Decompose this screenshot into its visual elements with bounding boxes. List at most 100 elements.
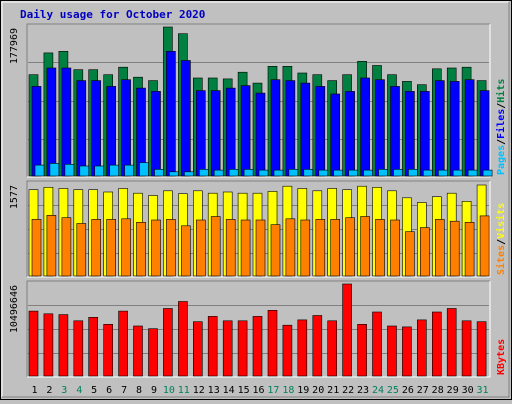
bar-files-day-3 xyxy=(61,67,72,177)
bar-sites-day-17 xyxy=(270,224,281,277)
legend-entry: / xyxy=(496,103,507,109)
bar-pages-day-5 xyxy=(94,165,104,177)
bar-kbytes-day-7 xyxy=(118,310,128,377)
bar-kbytes-day-20 xyxy=(312,315,323,377)
bar-pages-day-15 xyxy=(243,169,254,177)
bar-kbytes-day-16 xyxy=(252,316,263,377)
bar-kbytes-day-24 xyxy=(372,311,382,377)
bar-kbytes-day-8 xyxy=(133,325,143,377)
x-tick-label-day-19: 19 xyxy=(297,385,309,396)
bar-kbytes-day-25 xyxy=(387,325,397,377)
bar-files-day-1 xyxy=(31,86,42,177)
bar-files-day-22 xyxy=(345,91,355,177)
bar-files-day-17 xyxy=(270,79,281,177)
panel-visits-border-dark xyxy=(26,180,490,277)
x-tick-label-day-29: 29 xyxy=(447,385,459,396)
bar-sites-day-2 xyxy=(46,215,57,277)
bar-files-day-19 xyxy=(300,82,311,177)
bar-pages-day-25 xyxy=(393,169,403,177)
x-tick-label-day-9: 9 xyxy=(151,385,157,396)
bar-files-day-2 xyxy=(46,67,57,177)
bar-pages-day-24 xyxy=(378,169,388,177)
bar-files-day-24 xyxy=(375,79,385,177)
bar-files-day-21 xyxy=(330,93,341,177)
bar-pages-day-9 xyxy=(154,169,164,177)
bar-pages-day-18 xyxy=(288,169,299,177)
bar-sites-day-16 xyxy=(255,219,266,277)
legend-entry: Visits xyxy=(495,203,507,239)
frame-highlight xyxy=(1,1,509,397)
x-tick-label-day-13: 13 xyxy=(208,385,220,396)
bar-files-day-11 xyxy=(181,60,191,177)
x-tick-label-day-22: 22 xyxy=(342,385,354,396)
bar-kbytes-day-2 xyxy=(43,313,54,377)
bar-kbytes-day-11 xyxy=(178,301,188,377)
bar-kbytes-day-26 xyxy=(402,326,412,377)
bar-pages-day-26 xyxy=(408,169,418,177)
bar-pages-day-21 xyxy=(333,169,344,177)
bar-sites-day-3 xyxy=(61,217,72,277)
bar-sites-day-30 xyxy=(464,222,475,277)
bar-kbytes-day-19 xyxy=(297,319,308,377)
bar-pages-day-30 xyxy=(467,169,478,177)
bar-kbytes-day-31 xyxy=(476,321,487,377)
panel-kbytes-border-light xyxy=(27,281,491,378)
panel-hits-scale-label: 177969 xyxy=(9,28,20,64)
panel-kbytes-legend: KBytes xyxy=(496,339,507,375)
bar-kbytes-day-29 xyxy=(446,308,457,377)
bar-files-day-14 xyxy=(225,87,236,177)
panel-visits-border-light xyxy=(27,181,491,278)
bar-files-day-23 xyxy=(360,77,370,177)
bar-files-day-16 xyxy=(255,92,266,177)
bar-sites-day-28 xyxy=(434,219,445,277)
x-tick-label-day-15: 15 xyxy=(238,385,250,396)
panel-hits-border-light xyxy=(27,24,491,178)
x-tick-label-day-2: 2 xyxy=(46,385,52,396)
x-tick-label-day-20: 20 xyxy=(312,385,324,396)
bar-sites-day-18 xyxy=(285,218,296,277)
legend-entry: Hits xyxy=(495,79,507,103)
legend-entry: Files xyxy=(495,109,507,139)
bar-pages-day-6 xyxy=(109,164,119,177)
bar-kbytes-day-18 xyxy=(282,324,293,377)
bar-pages-day-12 xyxy=(199,169,209,177)
bar-kbytes-day-10 xyxy=(163,308,173,377)
bar-sites-day-29 xyxy=(449,220,460,277)
x-tick-label-day-26: 26 xyxy=(402,385,414,396)
bar-files-day-15 xyxy=(240,85,251,177)
bar-sites-day-8 xyxy=(136,222,146,277)
bar-kbytes-day-15 xyxy=(237,320,248,377)
bar-files-day-20 xyxy=(315,86,326,177)
bar-files-day-27 xyxy=(419,91,430,177)
x-tick-label-day-12: 12 xyxy=(193,385,205,396)
bar-sites-day-14 xyxy=(225,219,236,277)
bar-kbytes-day-23 xyxy=(357,323,367,377)
x-tick-label-day-27: 27 xyxy=(417,385,429,396)
bar-files-day-18 xyxy=(285,80,296,177)
x-tick-label-day-31: 31 xyxy=(476,385,488,396)
bar-pages-day-20 xyxy=(318,169,329,177)
x-tick-label-day-5: 5 xyxy=(91,385,97,396)
x-tick-label-day-6: 6 xyxy=(106,385,112,396)
x-tick-label-day-17: 17 xyxy=(267,385,279,396)
bar-pages-day-27 xyxy=(422,169,433,177)
bar-sites-day-7 xyxy=(121,218,131,277)
bar-pages-day-7 xyxy=(124,164,134,177)
bar-files-day-5 xyxy=(91,80,101,177)
bar-kbytes-day-1 xyxy=(28,310,39,377)
bar-pages-day-2 xyxy=(49,163,60,177)
x-tick-label-day-3: 3 xyxy=(61,385,67,396)
bar-pages-day-19 xyxy=(303,169,314,177)
bar-sites-day-13 xyxy=(210,216,221,277)
bar-sites-day-26 xyxy=(405,231,415,277)
bar-sites-day-6 xyxy=(106,219,116,277)
frame-shadow xyxy=(2,2,510,398)
bar-files-day-13 xyxy=(210,90,221,177)
bar-sites-day-22 xyxy=(345,217,355,277)
bar-kbytes-day-27 xyxy=(416,319,427,377)
bar-pages-day-13 xyxy=(213,169,224,177)
bar-kbytes-day-5 xyxy=(88,316,98,377)
legend-entry: / xyxy=(496,139,507,145)
bar-kbytes-day-3 xyxy=(58,314,69,377)
